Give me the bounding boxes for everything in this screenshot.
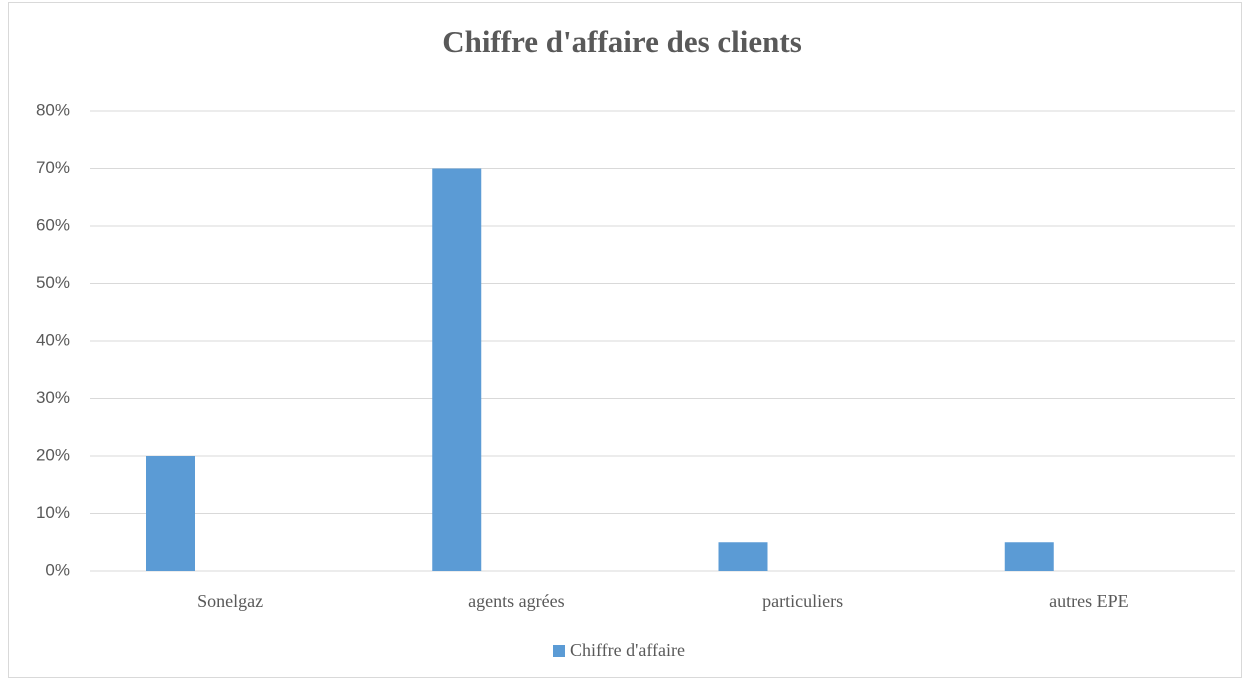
bar (432, 168, 482, 571)
y-tick-label: 80% (36, 100, 70, 119)
chart-title: Chiffre d'affaire des clients (442, 24, 802, 59)
y-tick-label: 70% (36, 158, 70, 177)
y-tick-label: 50% (36, 273, 70, 292)
y-tick-label: 60% (36, 215, 70, 234)
y-tick-label: 40% (36, 330, 70, 349)
bar (1004, 542, 1054, 571)
x-tick-label: particuliers (762, 591, 843, 611)
y-tick-label: 0% (45, 560, 70, 579)
legend-label: Chiffre d'affaire (570, 640, 685, 660)
y-tick-label: 20% (36, 445, 70, 464)
legend-swatch (553, 645, 565, 657)
y-tick-label: 10% (36, 503, 70, 522)
chart-border (8, 2, 1242, 678)
y-tick-label: 30% (36, 388, 70, 407)
x-tick-label: autres EPE (1049, 591, 1128, 611)
bar (146, 456, 195, 571)
x-tick-label: agents agrées (468, 591, 564, 611)
x-tick-label: Sonelgaz (197, 591, 263, 611)
bar (718, 542, 768, 571)
